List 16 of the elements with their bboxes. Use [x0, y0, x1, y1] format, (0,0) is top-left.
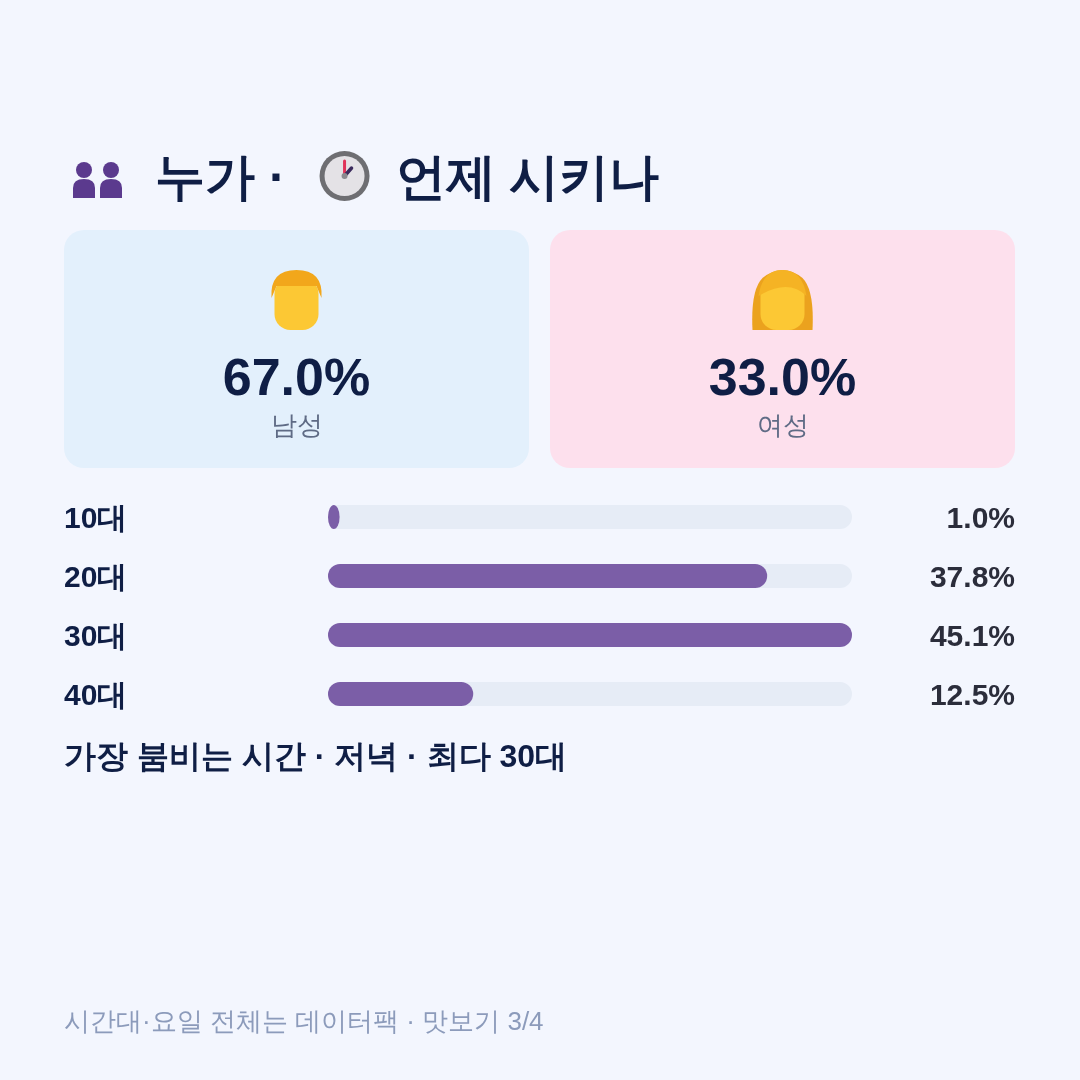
- text: 67.0%: [222, 348, 371, 406]
- y-tick-label: 10대: [64, 501, 128, 534]
- data-label: 45.1%: [929, 619, 1015, 652]
- y-tick-label: 20대: [64, 560, 128, 593]
- category-label: 여성: [756, 410, 809, 440]
- y-tick-label: 30대: [64, 619, 128, 652]
- text: 33.0%: [708, 348, 857, 406]
- data-label: 37.8%: [929, 560, 1015, 593]
- text: 시간대·요일 전체는 데이터팩 · 맛보기 3/4: [64, 1006, 544, 1036]
- y-tick-label: 40대: [64, 678, 128, 711]
- category-label: 남성: [270, 410, 323, 440]
- data-label: 12.5%: [929, 678, 1015, 711]
- bar: [328, 623, 852, 647]
- chart-title: 누가 · 언제 시키나: [155, 149, 660, 205]
- text: 가장 붐비는 시간 · 저녁 · 최다 30대: [64, 738, 568, 774]
- data-label: 1.0%: [946, 501, 1015, 534]
